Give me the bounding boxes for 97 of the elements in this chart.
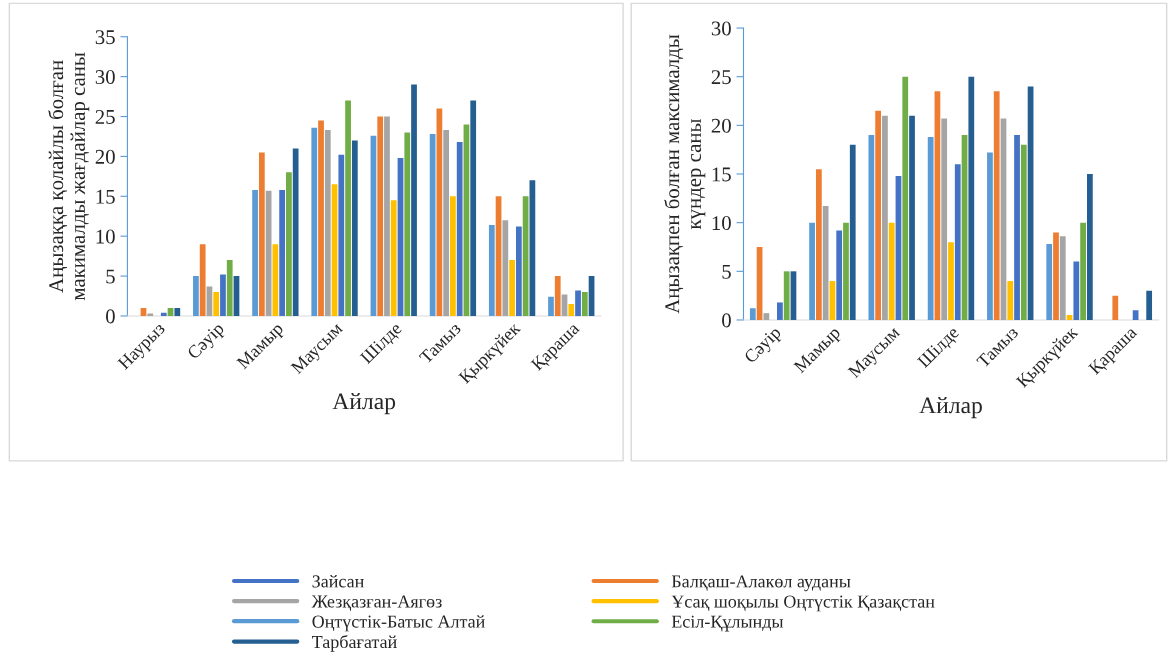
bar: [384, 116, 390, 316]
y-tick-label: 0: [105, 309, 115, 324]
bar: [345, 100, 351, 316]
bar: [763, 313, 770, 320]
bar: [509, 260, 515, 316]
bar: [279, 189, 286, 316]
bar: [502, 220, 509, 316]
legend-label: Ұсақ шоқылы Оңтүстік Қазақстан: [671, 595, 935, 612]
bar: [286, 172, 292, 316]
y-tick-label: 10: [712, 216, 731, 231]
y-tick-label: 0: [722, 313, 731, 328]
bar: [1014, 135, 1020, 320]
y-tick-label: 5: [106, 269, 115, 284]
legend-label: Жезқазған-Аягөз: [311, 595, 442, 611]
bar: [318, 120, 324, 316]
bar: [1059, 236, 1066, 320]
bar: [174, 307, 181, 316]
bar: [252, 189, 258, 316]
bar: [843, 222, 849, 320]
bar: [213, 292, 220, 316]
legend-label: Есіл-Құлынды: [671, 615, 784, 632]
bar: [1046, 244, 1053, 320]
bar: [292, 148, 299, 316]
bar: [554, 276, 561, 316]
y-tick-label: 15: [712, 167, 731, 182]
bar: [568, 304, 575, 316]
bar: [575, 290, 581, 316]
bar: [1007, 281, 1014, 320]
y-tick-label: 35: [95, 30, 115, 45]
bar: [783, 271, 790, 320]
bar: [1053, 232, 1059, 320]
bar: [272, 244, 279, 316]
bar: [849, 144, 856, 320]
bar: [548, 296, 554, 316]
bar: [488, 225, 495, 316]
bar: [836, 230, 843, 320]
bar: [411, 84, 417, 316]
bar: [1020, 144, 1027, 320]
bar: [777, 302, 783, 320]
y-tick-label: 20: [711, 118, 731, 133]
bar: [968, 76, 975, 320]
bar: [226, 260, 233, 316]
bar: [377, 116, 384, 316]
bar: [1087, 174, 1093, 320]
bar: [193, 276, 199, 316]
bar: [450, 196, 456, 316]
bar: [941, 118, 948, 320]
bar: [902, 76, 909, 320]
bar: [948, 242, 954, 320]
bar: [868, 135, 875, 320]
legend-label: Балқаш-Алакөл ауданы: [671, 575, 851, 592]
bar: [882, 115, 888, 320]
y-tick-label: 30: [711, 21, 731, 36]
bar: [351, 140, 358, 316]
bar: [258, 152, 265, 316]
bar: [515, 226, 522, 316]
y-axis-title: Аңызақпен болған максималды күндер саны: [664, 34, 706, 314]
bar: [311, 127, 318, 316]
bar: [993, 91, 1000, 320]
bar: [749, 308, 756, 320]
bar: [443, 130, 450, 316]
y-tick-label: 30: [95, 70, 115, 85]
y-tick-label: 20: [95, 149, 115, 164]
bar: [822, 206, 829, 320]
bar: [954, 164, 961, 320]
legend-label: Оңтүстік-Батыс Алтай: [312, 615, 485, 632]
legend-label: Зайсан: [312, 574, 364, 588]
y-axis-title: Аңызаққа қолайлы болған макималды жағдайлар саны: [48, 52, 90, 301]
bar: [338, 154, 345, 316]
bar: [927, 137, 934, 320]
bar: [888, 222, 895, 320]
bar: [1146, 290, 1153, 320]
bar: [199, 244, 206, 316]
x-axis-title: Айлар: [919, 396, 982, 419]
bar: [390, 200, 397, 316]
bar: [470, 100, 477, 316]
bar: [1112, 295, 1119, 320]
legend-label: Тарбағатай: [312, 634, 397, 652]
y-tick-label: 25: [711, 70, 731, 85]
bar: [404, 132, 411, 316]
bar: [809, 222, 815, 320]
bar: [875, 110, 882, 320]
y-tick-label: 10: [96, 229, 115, 244]
bar: [987, 152, 993, 320]
bar: [815, 169, 822, 320]
bar: [324, 130, 331, 316]
bar: [160, 312, 167, 316]
bar: [909, 115, 915, 320]
bar: [1080, 222, 1086, 320]
y-tick-label: 15: [96, 189, 115, 204]
bar: [581, 292, 588, 316]
bar: [1073, 261, 1080, 320]
x-axis-title: Айлар: [332, 392, 396, 415]
bar: [456, 142, 463, 316]
y-tick-label: 5: [722, 264, 731, 279]
bar: [220, 274, 226, 316]
y-tick-label: 25: [95, 109, 115, 124]
